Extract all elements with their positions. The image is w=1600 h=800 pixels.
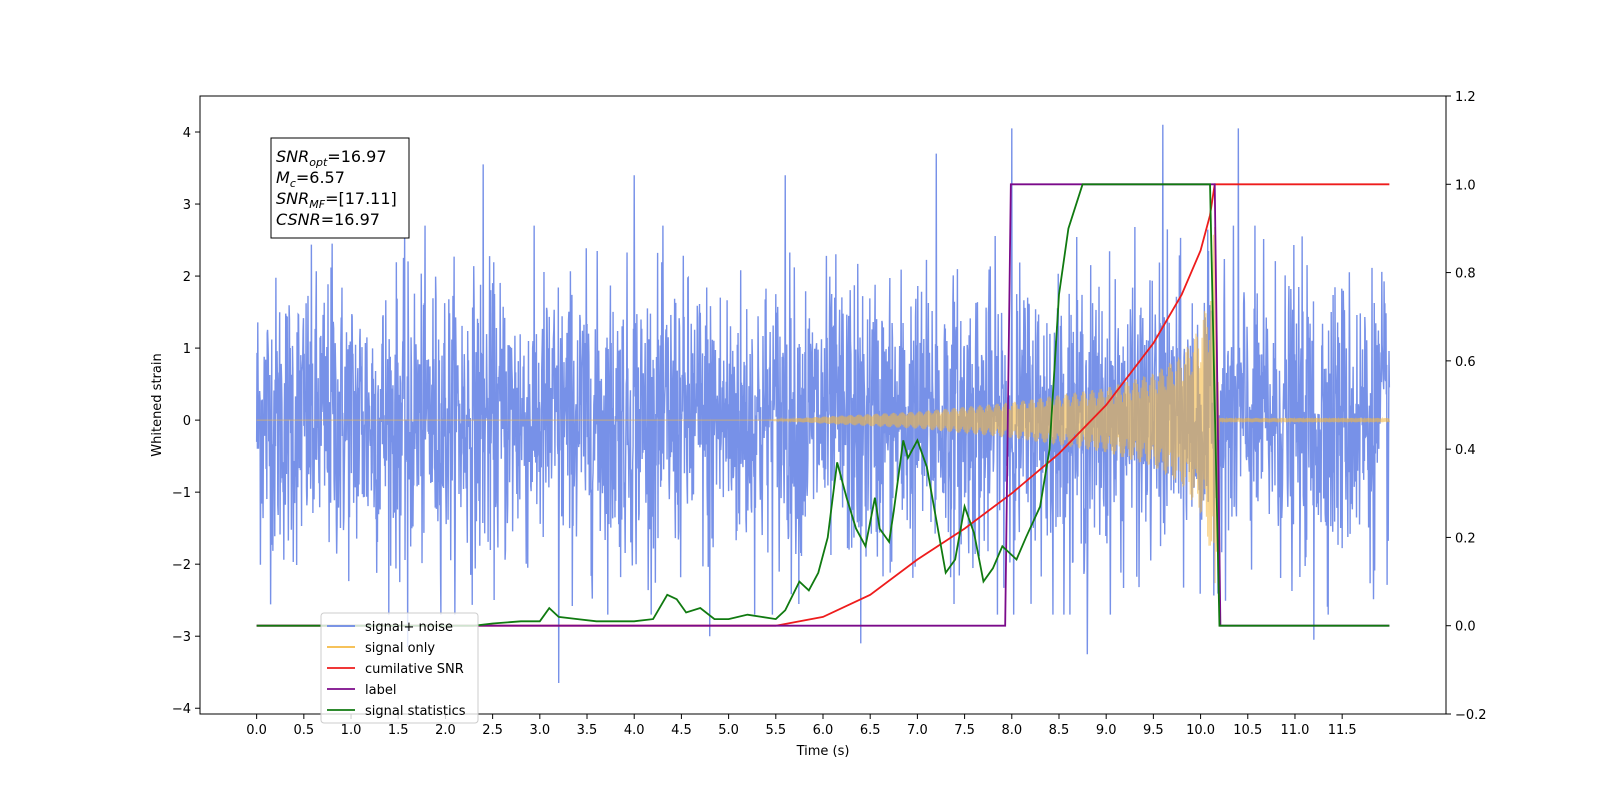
x-tick-label: 4.5 xyxy=(671,723,692,738)
y-axis-label: Whitened strain xyxy=(150,353,165,456)
x-tick-label: 0.0 xyxy=(246,723,267,738)
metrics-annotation: SNRopt=16.97Mc=6.57SNRMF=[17.11]CSNR=16.… xyxy=(270,137,410,239)
legend-label: signal statistics xyxy=(365,704,466,719)
x-tick-label: 11.0 xyxy=(1280,723,1309,738)
annotation-subscript: c xyxy=(290,177,296,190)
series-layer xyxy=(255,124,1391,684)
y-left-tick-label: 3 xyxy=(183,198,191,213)
y-right-tick-label: 0.0 xyxy=(1455,620,1476,635)
x-tick-label: 7.0 xyxy=(907,723,928,738)
x-tick-label: 5.0 xyxy=(718,723,739,738)
x-tick-label: 3.0 xyxy=(529,723,550,738)
annotation-line: SNRopt=16.97 xyxy=(276,147,387,169)
x-tick-label: 8.5 xyxy=(1049,723,1070,738)
y-left-tick-label: 4 xyxy=(183,126,191,141)
annotation-value: =16.97 xyxy=(327,147,386,166)
annotation-subscript: opt xyxy=(309,156,328,169)
y-right-tick-label: 0.2 xyxy=(1455,531,1476,546)
x-tick-label: 6.0 xyxy=(813,723,834,738)
x-tick-label: 10.5 xyxy=(1233,723,1262,738)
x-tick-label: 3.5 xyxy=(577,723,598,738)
y-left-tick-label: 0 xyxy=(183,414,191,429)
legend-frame xyxy=(320,612,479,724)
annotation-variable: M xyxy=(276,168,290,187)
y-left-tick-label: −1 xyxy=(172,486,191,501)
y-left-tick-label: −4 xyxy=(172,702,191,717)
x-tick-label: 8.0 xyxy=(1001,723,1022,738)
y-left-tick-label: 1 xyxy=(183,342,191,357)
annotation-value: =[17.11] xyxy=(325,189,397,208)
annotation-line: Mc=6.57 xyxy=(276,168,345,190)
annotation-variable: SNR xyxy=(276,189,309,208)
annotation-variable: SNR xyxy=(276,147,309,166)
legend: signal+ noise signal only cumilative SNR la… xyxy=(320,612,479,724)
y-right-tick-label: 1.2 xyxy=(1455,90,1476,105)
x-tick-label: 6.5 xyxy=(860,723,881,738)
x-tick-label: 10.0 xyxy=(1186,723,1215,738)
x-tick-label: 2.5 xyxy=(482,723,503,738)
x-axis-label: Time (s) xyxy=(796,744,850,759)
y-left-tick-label: −2 xyxy=(172,558,191,573)
y-right-tick-label: 0.4 xyxy=(1455,443,1476,458)
y-left-tick-label: −3 xyxy=(172,630,191,645)
x-tick-label: 7.5 xyxy=(954,723,975,738)
y-axis-right: −0.2 0.0 0.2 0.4 0.6 0.8 1.0 1.2 xyxy=(1446,90,1487,723)
x-tick-label: 1.0 xyxy=(341,723,362,738)
x-tick-label: 4.0 xyxy=(624,723,645,738)
annotation-value: =16.97 xyxy=(321,210,380,229)
x-tick-label: 0.5 xyxy=(293,723,314,738)
y-right-tick-label: 0.8 xyxy=(1455,267,1476,282)
legend-label: cumilative SNR xyxy=(365,662,464,677)
legend-label: signal+ noise xyxy=(365,620,453,635)
annotation-variable: CSNR xyxy=(276,210,321,229)
y-right-tick-label: −0.2 xyxy=(1455,708,1487,723)
annotation-value: =6.57 xyxy=(296,168,345,187)
annotation-line: CSNR=16.97 xyxy=(276,210,380,229)
x-tick-label: 9.5 xyxy=(1143,723,1164,738)
x-tick-label: 9.0 xyxy=(1096,723,1117,738)
y-left-tick-label: 2 xyxy=(183,270,191,285)
x-axis: 0.0 0.5 1.0 1.5 2.0 2.5 3.0 3.5 4.0 4.5 5.0 5.5 6.0 6… xyxy=(246,714,1357,738)
x-tick-label: 5.5 xyxy=(765,723,786,738)
annotation-frame xyxy=(270,137,410,239)
series-signal-only xyxy=(256,227,1390,584)
x-tick-label: 11.5 xyxy=(1328,723,1357,738)
x-tick-label: 1.5 xyxy=(388,723,409,738)
y-right-tick-label: 1.0 xyxy=(1455,178,1476,193)
legend-label: label xyxy=(365,683,396,698)
series-cumilative-snr xyxy=(256,183,1390,627)
annotation-subscript: MF xyxy=(309,198,325,211)
series-signal-statistics xyxy=(256,183,1390,627)
y-right-tick-label: 0.6 xyxy=(1455,355,1476,370)
y-axis-left: −4 −3 −2 −1 0 1 2 3 4 xyxy=(172,126,200,717)
legend-label: signal only xyxy=(365,641,435,656)
x-tick-label: 2.0 xyxy=(435,723,456,738)
annotation-line: SNRMF=[17.11] xyxy=(276,189,397,211)
